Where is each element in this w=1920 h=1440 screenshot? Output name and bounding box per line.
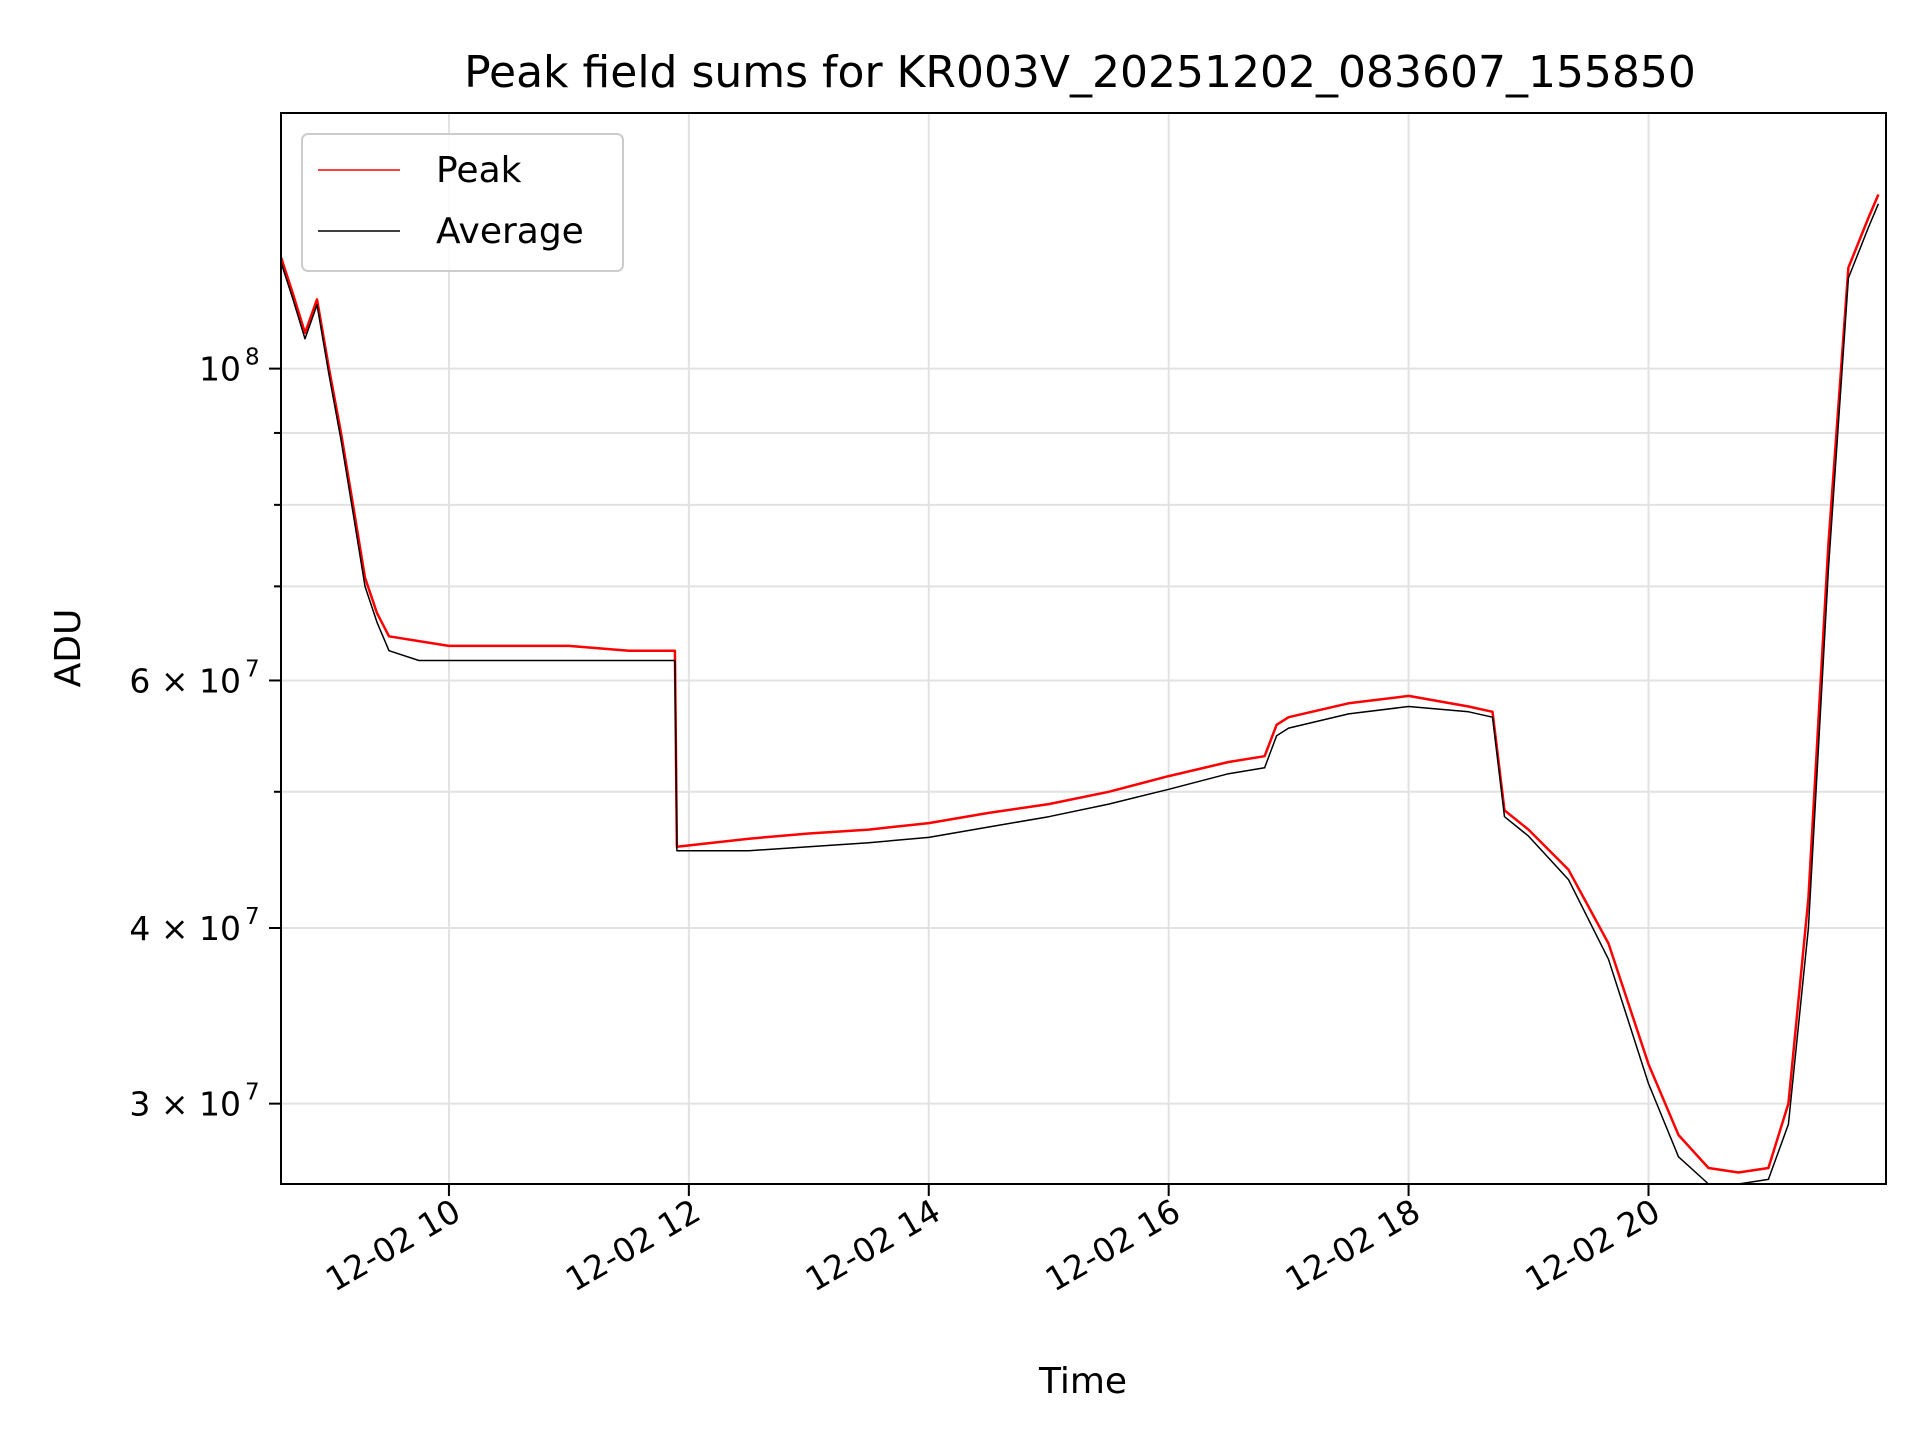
y-axis-ticks: 10 86 × 10 74 × 10 73 × 10 7 <box>129 345 281 1124</box>
x-axis-label: Time <box>1038 1361 1127 1402</box>
legend-label-average: Average <box>436 211 584 252</box>
grid <box>281 113 1886 1184</box>
y-tick-label: 10 <box>199 350 241 389</box>
legend: Peak Average <box>301 133 624 272</box>
plot-frame <box>280 112 1887 1185</box>
y-axis-label: ADU <box>48 609 89 688</box>
chart-title: Peak field sums for KR003V_20251202_0836… <box>464 47 1696 98</box>
legend-label-peak: Peak <box>436 150 522 191</box>
y-tick-exponent: 8 <box>245 345 260 371</box>
series-line-peak <box>279 194 1880 1174</box>
y-tick-label: 3 × 10 <box>129 1085 241 1124</box>
legend-box <box>301 133 624 272</box>
y-tick-exponent: 7 <box>245 1080 260 1106</box>
y-tick-label: 6 × 10 <box>129 661 241 700</box>
y-tick-exponent: 7 <box>245 904 260 930</box>
y-tick-label: 4 × 10 <box>129 909 241 948</box>
y-tick-exponent: 7 <box>245 656 260 682</box>
